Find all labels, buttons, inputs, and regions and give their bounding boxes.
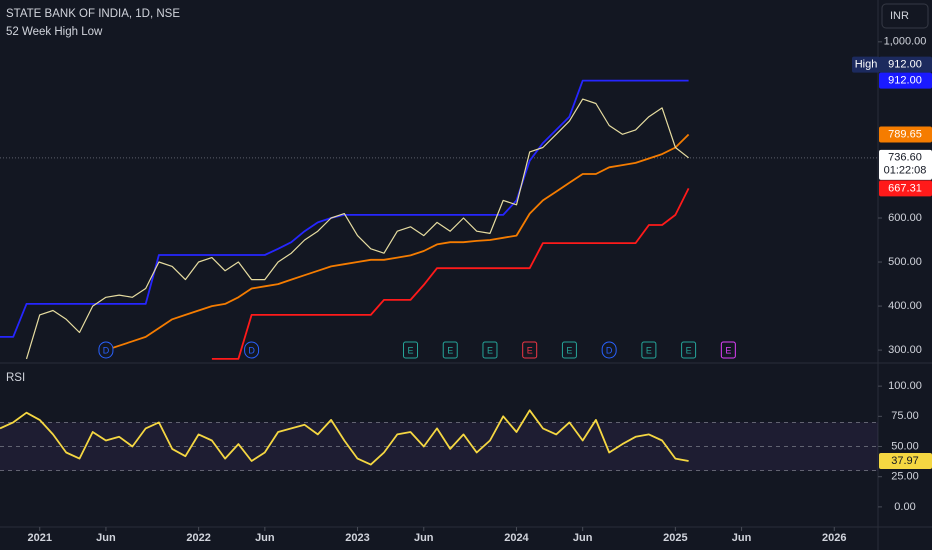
series-line	[211, 187, 690, 360]
event-label: E	[566, 345, 572, 355]
event-label: E	[686, 345, 692, 355]
price-label: 912.00	[888, 74, 922, 86]
x-tick-label: 2026	[822, 532, 846, 544]
rsi-value-box	[879, 453, 932, 470]
event-label: D	[606, 345, 613, 355]
event-marker	[442, 341, 458, 359]
currency-box[interactable]	[881, 3, 929, 29]
y-tick-label: 300.00	[888, 344, 922, 356]
x-tick-label: Jun	[573, 532, 593, 544]
currency: INR	[890, 10, 909, 22]
price-label: 912.00	[888, 58, 922, 70]
series-line	[105, 133, 690, 351]
price-label-box	[879, 180, 932, 197]
event-label: E	[725, 345, 731, 355]
rsi-pane	[0, 409, 878, 472]
x-tick-label: Jun	[732, 532, 752, 544]
event-marker	[403, 341, 419, 359]
price-label-box	[879, 72, 932, 89]
event-marker	[98, 341, 114, 359]
event-marker	[641, 341, 657, 359]
chart-title: STATE BANK OF INDIA, 1D, NSE	[6, 8, 180, 20]
x-tick-label: 2024	[504, 532, 529, 544]
y-tick-label: 500.00	[888, 256, 922, 268]
countdown: 01:22:08	[884, 165, 927, 177]
y-tick-label: 100.00	[888, 380, 922, 392]
event-label: E	[646, 345, 652, 355]
event-marker	[561, 341, 577, 359]
price-tag: High	[855, 58, 878, 70]
x-tick-label: 2025	[663, 532, 687, 544]
rsi-value-label: 37.97	[891, 455, 919, 467]
price-label: 789.65	[888, 128, 922, 140]
event-marker	[482, 341, 498, 359]
event-marker	[522, 341, 538, 359]
y-tick-label: 25.00	[891, 471, 919, 483]
event-marker	[244, 341, 260, 359]
y-tick-label: 400.00	[888, 300, 922, 312]
x-tick-label: 2022	[186, 532, 210, 544]
y-tick-label: 600.00	[888, 212, 922, 224]
price-label: 667.31	[888, 182, 922, 194]
event-marker	[681, 341, 697, 359]
y-tick-label: 1,000.00	[884, 36, 927, 48]
event-label: D	[103, 345, 110, 355]
rsi-title: RSI	[6, 372, 25, 384]
x-tick-label: Jun	[255, 532, 275, 544]
overlay: 300.00 400.00 500.00 600.00 1,000.00 2021 Jun 2…	[27, 36, 932, 544]
indicator-title: 52 Week High Low	[6, 26, 103, 38]
y-tick-label: 0.00	[894, 501, 915, 513]
event-label: E	[447, 345, 453, 355]
price-label-box	[879, 56, 932, 73]
event-label: D	[248, 345, 255, 355]
price-label-box	[879, 126, 932, 143]
last-price-box	[879, 149, 932, 180]
price-tag-box	[852, 56, 880, 73]
series-line	[0, 409, 689, 466]
event-marker	[601, 341, 617, 359]
series-line	[0, 79, 689, 338]
x-tick-label: Jun	[96, 532, 116, 544]
x-tick-label: Jun	[414, 532, 434, 544]
y-tick-label: 75.00	[891, 410, 919, 422]
x-tick-label: 2021	[27, 532, 51, 544]
series-line	[25, 98, 689, 360]
x-tick-label: 2023	[345, 532, 369, 544]
last-price-label: 736.60	[888, 152, 922, 164]
event-marker	[720, 341, 736, 359]
event-label: E	[487, 345, 493, 355]
event-label: E	[527, 345, 533, 355]
y-tick-label: 50.00	[891, 440, 919, 452]
event-label: E	[408, 345, 414, 355]
